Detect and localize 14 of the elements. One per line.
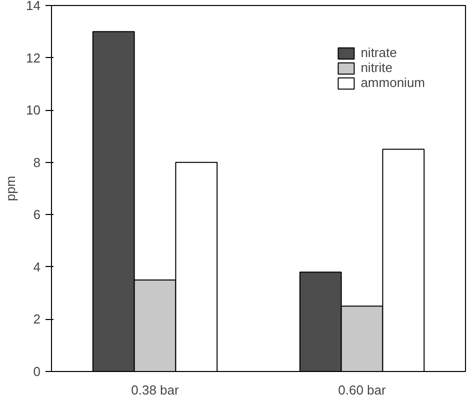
y-tick-label: 8 [33,154,41,170]
x-tick-label: 0.38 bar [131,382,180,398]
legend-label: ammonium [360,75,425,90]
legend-label: nitrite [360,60,392,75]
y-tick-label: 4 [33,259,41,274]
y-tick-label: 2 [33,312,41,327]
legend-label: nitrate [360,45,397,60]
x-tick-label: 0.60 bar [338,382,387,398]
y-tick-label: 10 [26,102,41,118]
y-tick-label: 12 [26,50,41,66]
y-tick-label: 14 [26,0,41,13]
y-axis-title: ppm [3,176,18,202]
y-tick-label: 0 [33,364,41,379]
y-tick-label: 6 [33,207,41,222]
